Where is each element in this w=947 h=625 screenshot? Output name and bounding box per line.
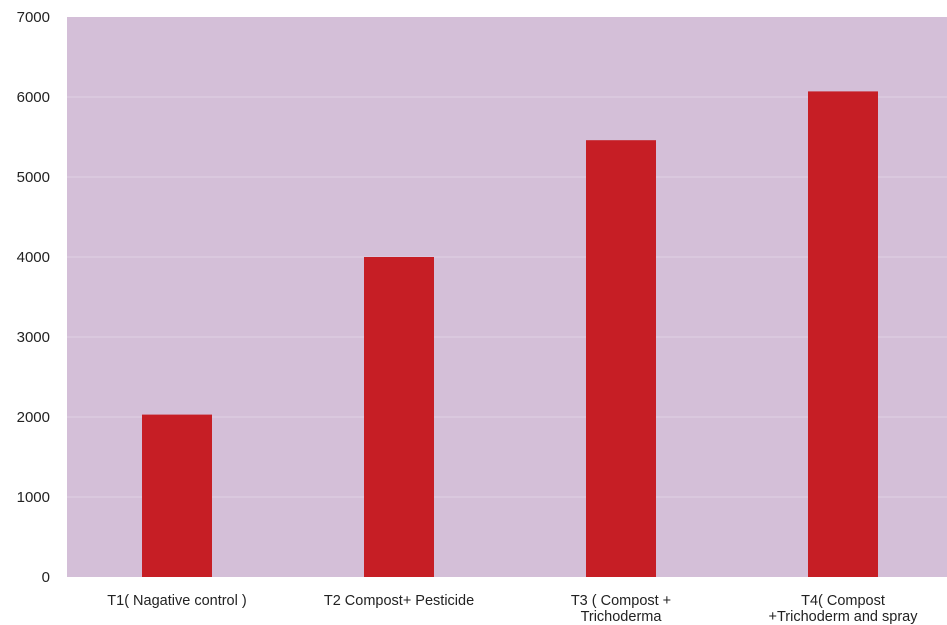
y-tick-label: 0: [42, 569, 50, 586]
y-tick-label: 2000: [17, 409, 50, 426]
x-tick-label: +Trichoderm and spray: [769, 609, 919, 625]
bar: [808, 91, 878, 578]
y-tick-label: 1000: [17, 489, 50, 506]
bars: [142, 91, 878, 578]
bar: [586, 140, 656, 577]
bar: [364, 257, 434, 577]
x-tick-label: T1( Nagative control ): [107, 593, 246, 609]
y-tick-label: 4000: [17, 249, 50, 266]
x-tick-label: T3 ( Compost +: [571, 593, 671, 609]
y-tick-label: 7000: [17, 9, 50, 26]
x-tick-label: Trichoderma: [581, 609, 663, 625]
bar: [142, 414, 212, 577]
x-axis: T1( Nagative control ) T2 Compost+ Pestic…: [107, 593, 918, 625]
x-tick-label: T4( Compost: [801, 593, 885, 609]
gridlines: [67, 96, 947, 498]
y-axis: 0 1000 2000 3000 4000 5000 6000 7000: [17, 9, 50, 586]
y-tick-label: 6000: [17, 89, 50, 106]
y-tick-label: 3000: [17, 329, 50, 346]
y-tick-label: 5000: [17, 169, 50, 186]
plot-area: [67, 17, 947, 577]
x-tick-label: T2 Compost+ Pesticide: [324, 593, 474, 609]
